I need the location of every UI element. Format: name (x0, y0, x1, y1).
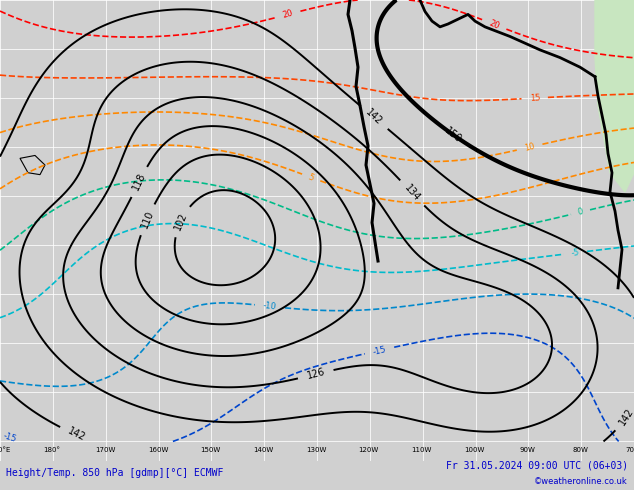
Text: 160W: 160W (148, 447, 168, 453)
Text: 142: 142 (364, 108, 384, 127)
Text: 150W: 150W (200, 447, 220, 453)
Text: 170W: 170W (95, 447, 115, 453)
Text: 110: 110 (139, 209, 155, 230)
Text: -10: -10 (262, 301, 277, 312)
Text: 118: 118 (131, 172, 148, 193)
Text: Height/Temp. 850 hPa [gdmp][°C] ECMWF: Height/Temp. 850 hPa [gdmp][°C] ECMWF (6, 468, 224, 478)
Text: 150: 150 (443, 125, 463, 145)
Text: -15: -15 (3, 431, 18, 444)
Polygon shape (20, 155, 45, 174)
Text: 20: 20 (488, 18, 501, 30)
Text: 130W: 130W (306, 447, 326, 453)
Text: Fr 31.05.2024 09:00 UTC (06+03): Fr 31.05.2024 09:00 UTC (06+03) (446, 461, 628, 470)
Text: 102: 102 (172, 211, 189, 232)
Text: -5: -5 (571, 248, 580, 258)
Text: 15: 15 (529, 93, 540, 103)
Text: 80W: 80W (572, 447, 588, 453)
Polygon shape (595, 0, 634, 192)
Text: 142: 142 (66, 426, 87, 443)
Text: 120W: 120W (358, 447, 378, 453)
Text: ©weatheronline.co.uk: ©weatheronline.co.uk (534, 477, 628, 486)
Text: 100W: 100W (464, 447, 484, 453)
Text: 10: 10 (524, 142, 536, 153)
Text: 170°E: 170°E (0, 447, 11, 453)
Text: 142: 142 (617, 407, 634, 427)
Text: 140W: 140W (253, 447, 273, 453)
Text: 134: 134 (403, 183, 422, 203)
Text: 5: 5 (307, 172, 315, 183)
Text: 0: 0 (577, 207, 585, 217)
Text: 70W: 70W (625, 447, 634, 453)
Text: 90W: 90W (519, 447, 535, 453)
Text: -15: -15 (372, 344, 387, 356)
Text: 110W: 110W (411, 447, 431, 453)
Text: 20: 20 (281, 9, 294, 20)
Text: 126: 126 (306, 367, 326, 381)
Text: 180°: 180° (44, 447, 60, 453)
